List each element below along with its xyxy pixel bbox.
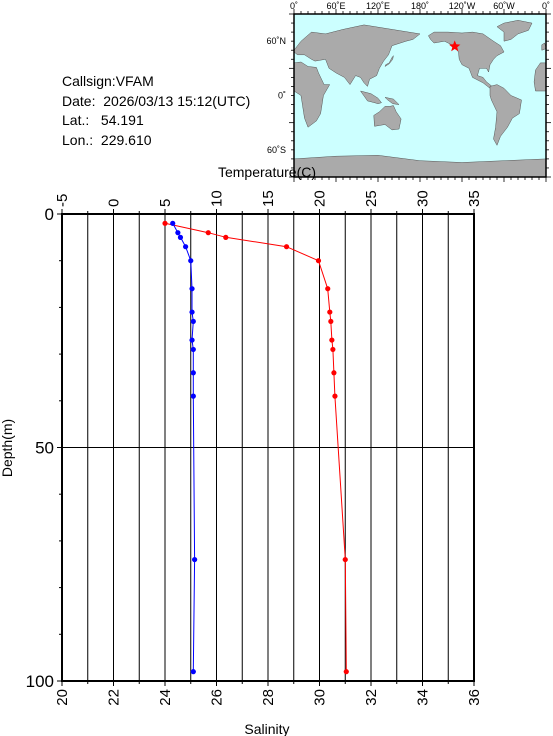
- temperature-tick-label: 0: [106, 199, 123, 207]
- world-map: 0˚ 60˚E 120˚E 180˚ 120˚W 60˚W 0˚ 60˚N 0˚ 60˚S: [266, 1, 551, 182]
- temperature-data-point: [328, 318, 334, 325]
- map-longitude-labels: 0˚ 60˚E 120˚E 180˚ 120˚W 60˚W 0˚: [290, 1, 550, 11]
- temperature-tick-label: 35: [466, 190, 483, 207]
- temperature-profile-line: [164, 222, 347, 672]
- temperature-data-point: [315, 258, 322, 264]
- map-landmass: [489, 84, 522, 146]
- chart-series: [162, 220, 349, 675]
- temperature-data-point: [342, 556, 348, 563]
- salinity-data-point: [190, 669, 196, 675]
- map-landmass: [533, 62, 547, 92]
- temperature-axis-label: Temperature(C): [218, 164, 316, 180]
- temperature-data-point: [343, 669, 349, 675]
- salinity-tick-label: 26: [209, 689, 226, 706]
- temperature-data-point: [327, 309, 333, 315]
- map-latitude-label: 0˚: [278, 91, 286, 101]
- map-landmass: [373, 105, 402, 131]
- salinity-data-point: [189, 337, 195, 343]
- temperature-data-point: [330, 346, 336, 353]
- salinity-data-point: [189, 286, 195, 292]
- map-latitude-label: 60˚N: [266, 36, 286, 46]
- salinity-tick-label: 36: [466, 689, 483, 706]
- map-landmass: [428, 31, 505, 89]
- map-longitude-label: 120˚E: [366, 1, 390, 11]
- salinity-data-point: [183, 244, 189, 250]
- map-landmass: [293, 24, 421, 87]
- salinity-tick-label: 24: [157, 689, 174, 706]
- map-latitude-labels: 60˚N 0˚ 60˚S: [266, 36, 286, 155]
- salinity-tick-label: 34: [415, 689, 432, 706]
- salinity-tick-label: 32: [363, 689, 380, 706]
- depth-tick-label: 50: [35, 439, 54, 458]
- salinity-data-point: [192, 556, 198, 563]
- map-longitude-label: 60˚W: [493, 1, 515, 11]
- map-landmass: [384, 96, 400, 105]
- temperature-data-point: [205, 230, 211, 236]
- salinity-data-point: [177, 234, 184, 240]
- depth-tick-label: 100: [26, 672, 54, 691]
- temperature-tick-label: -5: [54, 194, 71, 207]
- depth-axis-label: Depth(m): [0, 419, 15, 477]
- map-landmass: [384, 55, 394, 68]
- depth-tick-label: 0: [45, 205, 54, 224]
- temperature-data-point: [331, 370, 337, 376]
- temperature-tick-label: 10: [209, 190, 226, 207]
- salinity-tick-label: 22: [106, 689, 123, 706]
- temperature-tick-label: 5: [157, 199, 174, 207]
- salinity-tick-label: 20: [54, 689, 71, 706]
- map-longitude-label: 60˚E: [326, 1, 345, 11]
- salinity-tick-label: 28: [260, 689, 277, 706]
- temperature-data-point: [329, 337, 335, 343]
- map-landmass: [359, 90, 382, 104]
- temperature-tick-label: 30: [415, 190, 432, 207]
- map-longitude-label: 0˚: [290, 1, 298, 11]
- salinity-data-point: [189, 309, 195, 315]
- temperature-tick-label: 25: [363, 190, 380, 207]
- temperature-tick-label: 15: [260, 190, 277, 207]
- salinity-data-point: [190, 318, 196, 325]
- longitude-text: Lon.: 229.610: [62, 131, 152, 148]
- station-info: Callsign:VFAM Date: 2026/03/13 15:12(UTC…: [62, 72, 250, 150]
- salinity-data-point: [190, 393, 196, 399]
- chart-grid: [62, 214, 474, 681]
- salinity-data-point: [188, 258, 194, 264]
- salinity-data-point: [190, 346, 196, 353]
- temperature-tick-label: 20: [312, 190, 329, 207]
- temperature-data-point: [332, 393, 338, 399]
- salinity-data-point: [170, 220, 176, 226]
- map-longitude-label: 120˚W: [449, 1, 476, 11]
- map-longitude-label: 0˚: [542, 1, 550, 11]
- date-text: Date: 2026/03/13 15:12(UTC): [62, 92, 251, 109]
- salinity-tick-label: 30: [312, 689, 329, 706]
- map-landmass: [496, 20, 533, 42]
- callsign-text: Callsign:VFAM: [62, 73, 154, 89]
- latitude-text: Lat.: 54.191: [62, 112, 144, 128]
- salinity-axis-label: Salinity: [244, 721, 289, 736]
- temperature-data-point: [223, 234, 229, 240]
- temperature-data-point: [325, 286, 331, 292]
- salinity-data-point: [175, 230, 181, 236]
- map-landmass: [293, 61, 331, 128]
- temperature-data-point: [162, 220, 168, 226]
- map-longitude-label: 180˚: [411, 1, 429, 11]
- salinity-data-point: [190, 370, 196, 376]
- red-star-icon: [449, 40, 461, 52]
- map-latitude-label: 60˚S: [267, 145, 286, 155]
- map-frame: [289, 9, 551, 182]
- temperature-data-point: [283, 244, 290, 250]
